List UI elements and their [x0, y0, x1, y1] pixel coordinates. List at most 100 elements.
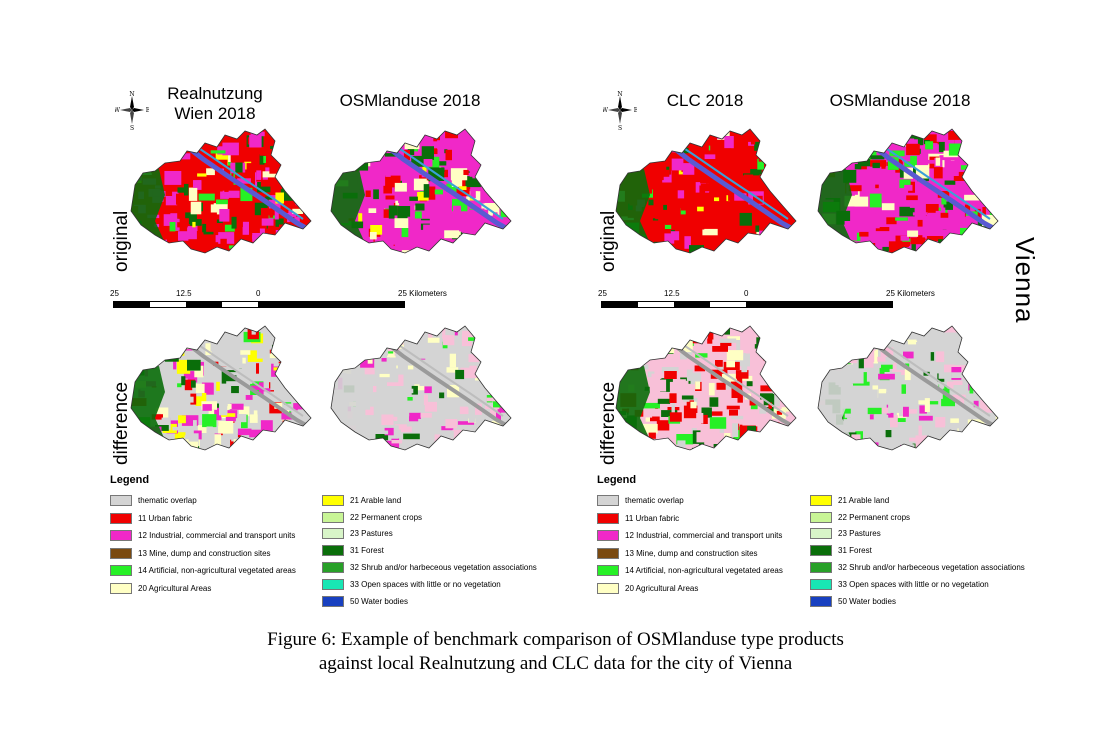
legend-swatch	[110, 495, 132, 507]
legend-item: 11 Urban fabric	[597, 510, 783, 528]
legend-label: 12 Industrial, commercial and transport …	[625, 531, 783, 541]
legend-swatch	[810, 511, 832, 523]
legend-swatch	[810, 545, 832, 557]
compass-rose-icon: N S W E	[114, 90, 150, 132]
map-osm-original	[817, 128, 999, 254]
legend-swatch	[597, 530, 619, 542]
legend-label: 32 Shrub and/or harbeceous vegetation as…	[350, 563, 537, 573]
map-realnutzung-difference	[130, 325, 312, 451]
legend-swatch	[322, 528, 344, 540]
legend-label: 21 Arable land	[350, 495, 402, 505]
compass-e: E	[634, 107, 637, 114]
legend-item: 23 Pastures	[810, 526, 1025, 543]
legend-swatch	[322, 511, 344, 523]
city-label: Vienna	[1010, 237, 1040, 324]
compass-s: S	[130, 125, 134, 130]
legend-item: 13 Mine, dump and construction sites	[597, 545, 783, 563]
legend-label: thematic overlap	[138, 496, 197, 506]
legend-label: 23 Pastures	[350, 529, 393, 539]
legend-item: 50 Water bodies	[322, 593, 537, 610]
legend-label: 32 Shrub and/or harbeceous vegetation as…	[838, 563, 1025, 573]
legend-right-col2: 21 Arable land 22 Permanent crops 23 Pastu…	[810, 492, 1025, 610]
legend-swatch	[110, 582, 132, 594]
legend-swatch	[322, 578, 344, 590]
legend-item: 31 Forest	[810, 542, 1025, 559]
legend-swatch	[110, 530, 132, 542]
legend-item: 20 Agricultural Areas	[597, 580, 783, 598]
map-clc-difference	[615, 325, 797, 451]
legend-left: Legend	[110, 474, 149, 486]
legend-swatch	[597, 512, 619, 524]
scale-bar: 25 12.5 0 25 Kilometers	[598, 289, 960, 313]
legend-item: thematic overlap	[597, 492, 783, 510]
legend-item: 12 Industrial, commercial and transport …	[597, 527, 783, 545]
legend-label: 22 Permanent crops	[838, 512, 911, 522]
legend-swatch	[597, 565, 619, 577]
legend-label: 50 Water bodies	[350, 596, 408, 606]
legend-label: thematic overlap	[625, 496, 684, 506]
caption-line-1: Figure 6: Example of benchmark compariso…	[267, 629, 844, 650]
map-osm-difference	[330, 325, 512, 451]
legend-label: 12 Industrial, commercial and transport …	[138, 531, 296, 541]
legend-label: 11 Urban fabric	[138, 513, 193, 523]
legend-item: 14 Artificial, non-agricultural vegetate…	[110, 562, 296, 580]
scale-label-12-5: 12.5	[176, 289, 192, 298]
legend-item: 13 Mine, dump and construction sites	[110, 545, 296, 563]
legend-item: 32 Shrub and/or harbeceous vegetation as…	[810, 559, 1025, 576]
legend-label: 13 Mine, dump and construction sites	[625, 548, 758, 558]
map-title-osm: OSMlanduse 2018	[829, 91, 971, 110]
legend-label: 50 Water bodies	[838, 596, 896, 606]
legend-item: 20 Agricultural Areas	[110, 580, 296, 598]
legend-right: Legend	[597, 474, 636, 486]
legend-item: 22 Permanent crops	[810, 509, 1025, 526]
legend-left-col1: thematic overlap 11 Urban fabric 12 Indust…	[110, 492, 296, 597]
compass-w: W	[603, 107, 609, 114]
compass-e: E	[146, 107, 149, 114]
legend-swatch	[597, 547, 619, 559]
legend-swatch	[810, 595, 832, 607]
compass-s: S	[618, 125, 622, 130]
scale-bar: 25 12.5 0 25 Kilometers	[110, 289, 472, 313]
map-clc-original	[615, 128, 797, 254]
legend-title: Legend	[597, 474, 637, 486]
legend-item: 22 Permanent crops	[322, 509, 537, 526]
compass-rose-icon: N S W E	[602, 90, 638, 132]
legend-label: 13 Mine, dump and construction sites	[138, 548, 271, 558]
legend-swatch	[810, 494, 832, 506]
legend-label: 33 Open spaces with little or no vegetat…	[838, 579, 989, 589]
legend-label: 22 Permanent crops	[350, 512, 423, 522]
scale-label-0: 0	[744, 289, 749, 298]
scale-label-25: 25	[110, 289, 119, 298]
legend-label: 23 Pastures	[838, 529, 881, 539]
legend-item: 14 Artificial, non-agricultural vegetate…	[597, 562, 783, 580]
legend-item: thematic overlap	[110, 492, 296, 510]
legend-item: 21 Arable land	[322, 492, 537, 509]
scale-label-0: 0	[256, 289, 261, 298]
scale-label-25: 25	[598, 289, 607, 298]
legend-item: 31 Forest	[322, 542, 537, 559]
legend-swatch	[110, 512, 132, 524]
scale-label-km: 25 Kilometers	[886, 289, 935, 298]
map-osm-difference	[817, 325, 999, 451]
legend-swatch	[810, 562, 832, 574]
legend-label: 14 Artificial, non-agricultural vegetate…	[625, 566, 783, 576]
legend-item: 12 Industrial, commercial and transport …	[110, 527, 296, 545]
legend-item: 32 Shrub and/or harbeceous vegetation as…	[322, 559, 537, 576]
legend-swatch	[597, 495, 619, 507]
legend-label: 14 Artificial, non-agricultural vegetate…	[138, 566, 296, 576]
legend-label: 11 Urban fabric	[625, 513, 680, 523]
legend-swatch	[810, 528, 832, 540]
legend-label: 31 Forest	[838, 546, 872, 556]
legend-swatch	[322, 545, 344, 557]
legend-swatch	[322, 595, 344, 607]
legend-left-col2: 21 Arable land 22 Permanent crops 23 Pastu…	[322, 492, 537, 610]
compass-w: W	[115, 107, 121, 114]
legend-item: 33 Open spaces with little or no vegetat…	[322, 576, 537, 593]
legend-swatch	[110, 565, 132, 577]
legend-item: 50 Water bodies	[810, 593, 1025, 610]
figure-caption: Figure 6: Example of benchmark compariso…	[0, 628, 1111, 676]
legend-swatch	[322, 562, 344, 574]
scale-label-12-5: 12.5	[664, 289, 680, 298]
legend-label: 33 Open spaces with little or no vegetat…	[350, 579, 501, 589]
legend-swatch	[110, 547, 132, 559]
